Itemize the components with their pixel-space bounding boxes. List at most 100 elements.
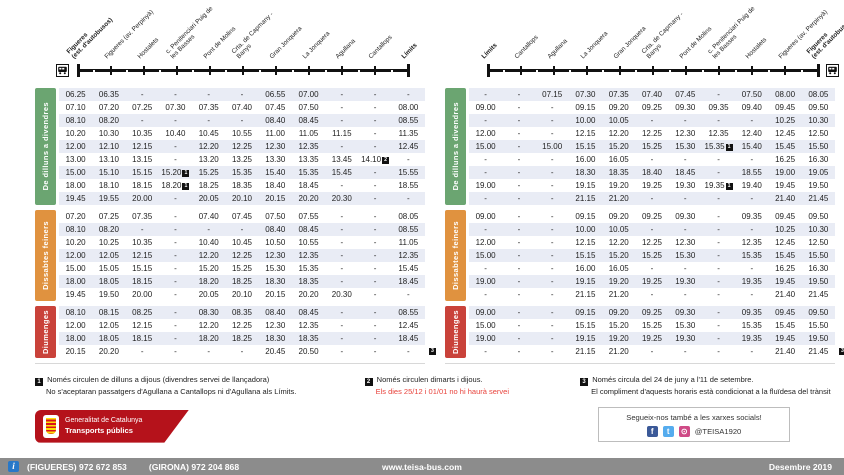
time-row: 18.00 18.10 18.15 18.20 1 18.25 18.35 18.40 18.4… — [59, 179, 425, 192]
time-cell: 09.15 — [575, 308, 596, 317]
time-cell: 16.00 — [575, 155, 596, 164]
time-cell: 12.45 — [398, 321, 419, 330]
time-cell: - — [517, 168, 521, 177]
time-cell: 18.00 — [65, 334, 86, 343]
time-cell: 09.15 — [575, 212, 596, 221]
time-cell: 19.45 — [775, 181, 796, 190]
section-label-sunday: Diumenges — [445, 306, 466, 358]
footnote-1-line1: Només circulen de dilluns a dijous (dive… — [47, 375, 270, 384]
time-cell: 19.25 — [641, 181, 662, 190]
time-cell: 10.30 — [98, 129, 119, 138]
time-cell: - — [484, 225, 487, 234]
time-cell: - — [373, 212, 377, 221]
time-cell: - — [717, 290, 720, 299]
generalitat-logo-text: Generalitat de Catalunya Transports públ… — [65, 417, 142, 435]
time-cell: 16.25 — [775, 264, 796, 273]
time-cell: - — [407, 155, 410, 164]
time-cell: - — [683, 116, 687, 125]
time-cell: - — [550, 103, 554, 112]
time-cell: 07.45 — [675, 90, 696, 99]
time-cell: 12.35 — [298, 142, 319, 151]
section-label-saturday: Dissabtes feiners — [35, 210, 56, 301]
time-cell: 20.45 — [265, 347, 286, 356]
senyera-icon — [43, 414, 59, 438]
time-cell: 18.45 — [398, 334, 419, 343]
time-cell: 19.35 — [741, 334, 762, 343]
footnote-3-marker: 3 — [580, 378, 589, 386]
time-row: 19.00 - - 19.15 19.20 19.25 19.30 19.35 1 19.40 19… — [469, 179, 835, 192]
time-cell: 13.25 — [231, 155, 252, 164]
time-cell: 08.45 — [298, 116, 319, 125]
footnote-1: 1 Només circulen de dilluns a dijous (di… — [35, 374, 339, 398]
time-cell: - — [240, 347, 244, 356]
time-cell: - — [550, 251, 554, 260]
time-cell: 15.15 — [132, 168, 153, 177]
route-dot — [701, 69, 704, 72]
time-cell: 12.15 — [575, 238, 596, 247]
time-cell: 08.45 — [298, 225, 319, 234]
footer-bar: i (FIGUERES) 972 672 853 (GIRONA) 972 20… — [0, 458, 844, 475]
time-cell: 07.50 — [265, 212, 286, 221]
time-cell: 12.20 — [608, 129, 629, 138]
time-rows: 09.00 - - 09.15 09.20 09.25 09.30 - 09.35 09.45 09… — [469, 306, 844, 358]
time-cell: - — [517, 238, 521, 247]
time-cell: 15.35 — [741, 251, 762, 260]
time-cell: 19.00 — [475, 334, 496, 343]
time-cell: 19.30 — [675, 277, 696, 286]
time-cell: 12.45 — [775, 238, 796, 247]
time-row: 15.00 - - 15.15 15.20 15.25 15.30 - 15.35 15.45 15… — [469, 249, 835, 262]
time-cell: 10.45 — [198, 129, 219, 138]
time-cell: - — [174, 212, 177, 221]
route-dot — [93, 69, 96, 72]
time-cell: - — [750, 116, 754, 125]
time-cell: - — [174, 264, 177, 273]
time-cell: - — [174, 347, 177, 356]
time-cell: 08.25 — [132, 308, 153, 317]
time-cell: 15.25 — [641, 251, 662, 260]
time-cell: 12.45 — [775, 129, 796, 138]
time-cell: 20.20 — [298, 194, 319, 203]
time-cell: 19.20 — [608, 277, 629, 286]
stop-tick — [585, 66, 588, 75]
time-cell: - — [650, 264, 654, 273]
time-cell: 12.15 — [575, 129, 596, 138]
section-label-text: Dissabtes feiners — [41, 221, 50, 290]
time-cell: - — [373, 321, 377, 330]
time-cell: 07.25 — [132, 103, 153, 112]
time-cell: - — [140, 90, 144, 99]
section-label-sunday: Diumenges — [35, 306, 56, 358]
time-cell: 12.30 — [265, 142, 286, 151]
time-cell: 15.35 — [298, 264, 319, 273]
time-cell: - — [407, 90, 410, 99]
time-cell: 12.05 — [98, 321, 119, 330]
time-cell: - — [340, 277, 344, 286]
time-cell: 21.40 — [775, 194, 796, 203]
time-cell: 09.35 — [741, 308, 762, 317]
time-cell: - — [517, 251, 521, 260]
stop-label: Cantallops — [367, 34, 395, 61]
time-cell: 08.40 — [265, 116, 286, 125]
stop-tick — [407, 64, 411, 77]
time-cell: 20.15 — [265, 194, 286, 203]
time-cell: 09.20 — [608, 212, 629, 221]
website: www.teisa-bus.com — [382, 461, 462, 472]
time-cell: 16.25 — [775, 155, 796, 164]
section-label-text: Diumenges — [41, 309, 50, 355]
time-cell: 06.35 — [98, 90, 119, 99]
time-row: 15.00 - - 15.15 15.20 15.25 15.30 - 15.35 15.45 15… — [469, 319, 835, 332]
time-cell: 09.35 — [708, 103, 729, 112]
time-cell: 18.30 — [575, 168, 596, 177]
time-row: - - - 10.00 10.05 - - - - 10.25 10.30 — [469, 223, 835, 236]
stop-label: La Jonquera — [301, 30, 332, 61]
time-cell: - — [517, 347, 521, 356]
time-cell: - — [340, 116, 344, 125]
time-cell: 12.45 — [398, 142, 419, 151]
time-cell: - — [683, 155, 687, 164]
time-cell: - — [550, 347, 554, 356]
time-cell: - — [373, 103, 377, 112]
time-rows: 06.25 06.35- - - -06.55 07.00- - -07.10 07.20 07.… — [59, 88, 425, 205]
time-cell: - — [717, 225, 720, 234]
time-cell: - — [174, 251, 177, 260]
time-cell: - — [340, 251, 344, 260]
time-cell: 19.00 — [475, 181, 496, 190]
